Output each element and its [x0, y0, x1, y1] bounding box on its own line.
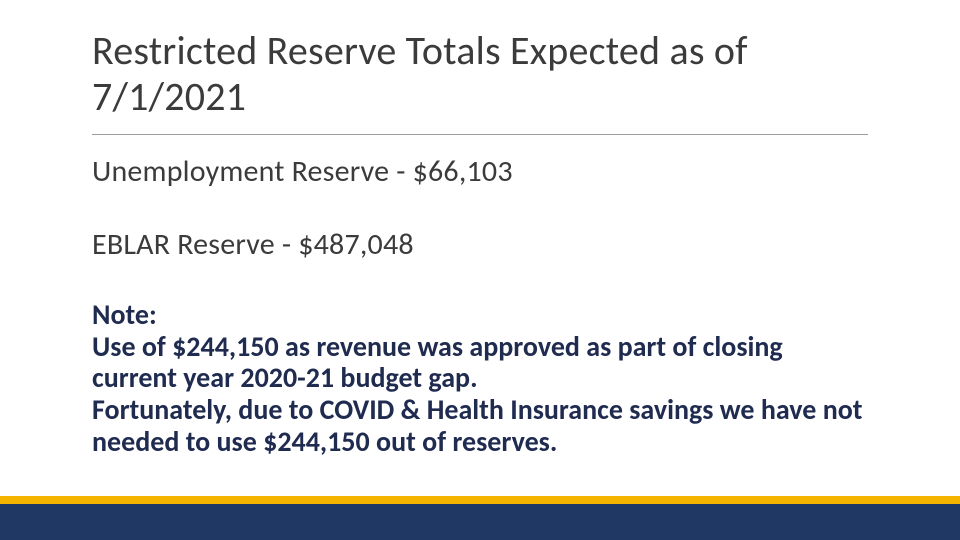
footer-accent-navy: [0, 504, 960, 540]
footer-accent-gold: [0, 496, 960, 504]
slide-title: Restricted Reserve Totals Expected as of…: [92, 28, 868, 120]
footer-bar: [0, 496, 960, 540]
note-block: Note: Use of $244,150 as revenue was app…: [92, 299, 868, 457]
reserve-line: EBLAR Reserve - $487,048: [92, 226, 868, 263]
note-line: Use of $244,150 as revenue was approved …: [92, 331, 868, 394]
slide: Restricted Reserve Totals Expected as of…: [0, 0, 960, 540]
slide-content: Restricted Reserve Totals Expected as of…: [92, 28, 868, 457]
reserve-line: Unemployment Reserve - $66,103: [92, 153, 868, 190]
title-divider: [92, 134, 868, 135]
note-label: Note:: [92, 299, 868, 331]
note-line: Fortunately, due to COVID & Health Insur…: [92, 394, 868, 457]
